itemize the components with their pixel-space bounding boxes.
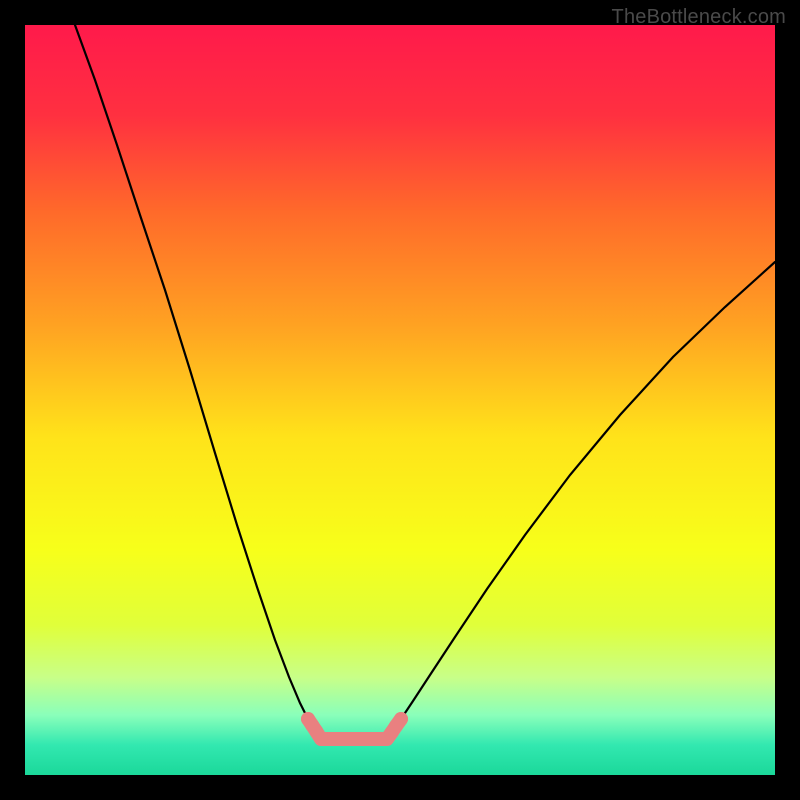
- chart-stage: TheBottleneck.com: [0, 0, 800, 800]
- left-curve: [75, 25, 308, 719]
- plot-area: [25, 25, 775, 775]
- watermark-text: TheBottleneck.com: [612, 6, 786, 29]
- curve-layer: [25, 25, 775, 775]
- trough-dot: [394, 712, 408, 726]
- right-curve: [401, 262, 775, 719]
- trough-dot: [309, 724, 323, 738]
